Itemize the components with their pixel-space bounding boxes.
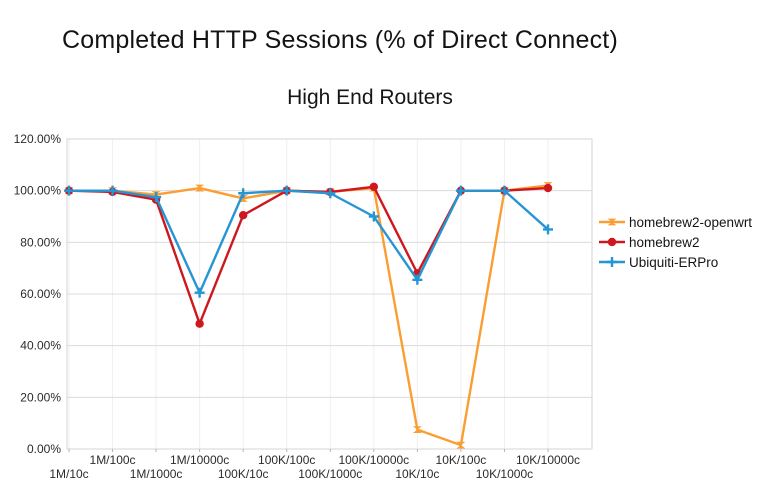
y-axis-tick-label: 20.00% bbox=[20, 390, 61, 404]
x-axis-tick-label: 10K/10000c bbox=[516, 453, 580, 467]
x-axis-tick-label: 10K/10c bbox=[395, 467, 439, 481]
legend-marker-circle-icon bbox=[599, 237, 625, 247]
marker-plus bbox=[194, 287, 205, 298]
x-axis-tick-label: 100K/100c bbox=[258, 453, 315, 467]
marker-bowtie bbox=[456, 441, 466, 449]
marker-bowtie bbox=[195, 184, 205, 192]
legend-label: homebrew2-openwrt bbox=[629, 214, 753, 230]
marker-plus bbox=[64, 185, 74, 196]
legend-item-homebrew2: homebrew2 bbox=[598, 232, 752, 252]
marker-bowtie bbox=[412, 426, 422, 434]
series-line-homebrew2-openwrt bbox=[67, 184, 550, 447]
chart-subtitle: High End Routers bbox=[287, 86, 453, 109]
y-axis-tick-label: 0.00% bbox=[27, 442, 61, 456]
legend-label: Ubiquiti-ERPro bbox=[629, 254, 719, 270]
marker-plus bbox=[238, 188, 249, 199]
plot-border bbox=[66, 138, 593, 450]
x-axis-tick-label: 10K/1000c bbox=[476, 467, 533, 481]
marker-circle bbox=[238, 211, 248, 220]
x-axis-tick-label: 100K/10000c bbox=[338, 453, 409, 467]
y-axis-tick-label: 120.00% bbox=[14, 132, 62, 146]
legend-label: homebrew2 bbox=[629, 234, 700, 250]
x-axis-tick-label: 100K/10c bbox=[218, 467, 269, 481]
chart-title: Completed HTTP Sessions (% of Direct Con… bbox=[62, 26, 618, 54]
marker-plus bbox=[412, 274, 423, 285]
y-axis-tick-label: 100.00% bbox=[14, 184, 62, 198]
y-axis-tick-label: 60.00% bbox=[20, 287, 61, 301]
x-axis-tick-label: 1M/100c bbox=[90, 453, 136, 467]
marker-plus bbox=[455, 185, 466, 196]
x-axis-tick-label: 1M/10c bbox=[49, 467, 88, 481]
marker-plus bbox=[542, 224, 553, 235]
y-axis-tick-label: 80.00% bbox=[20, 235, 61, 249]
y-axis-tick-label: 40.00% bbox=[20, 339, 61, 353]
marker-plus bbox=[499, 185, 510, 196]
marker-plus bbox=[151, 192, 162, 203]
marker-circle bbox=[369, 182, 379, 191]
x-axis-tick-label: 1M/1000c bbox=[130, 467, 183, 481]
x-axis-tick-label: 100K/1000c bbox=[298, 467, 362, 481]
marker-plus bbox=[368, 211, 379, 222]
series-line-homebrew2 bbox=[67, 185, 550, 325]
marker-circle bbox=[195, 319, 204, 328]
legend: homebrew2-openwrt homebrew2 Ubiquiti-ERPro bbox=[598, 212, 752, 272]
marker-plus bbox=[107, 185, 118, 196]
legend-item-homebrew2-openwrt: homebrew2-openwrt bbox=[598, 212, 752, 232]
marker-plus bbox=[281, 185, 292, 196]
x-axis-tick-label: 10K/100c bbox=[436, 453, 487, 467]
marker-plus bbox=[325, 188, 336, 199]
legend-item-Ubiquiti-ERPro: Ubiquiti-ERPro bbox=[598, 252, 752, 272]
x-axis-tick-label: 1M/10000c bbox=[170, 453, 229, 467]
marker-circle bbox=[543, 183, 553, 193]
legend-marker-plus-icon bbox=[599, 257, 625, 267]
legend-marker-bowtie-icon bbox=[599, 218, 625, 226]
series-line-Ubiquiti-ERPro bbox=[67, 189, 550, 294]
